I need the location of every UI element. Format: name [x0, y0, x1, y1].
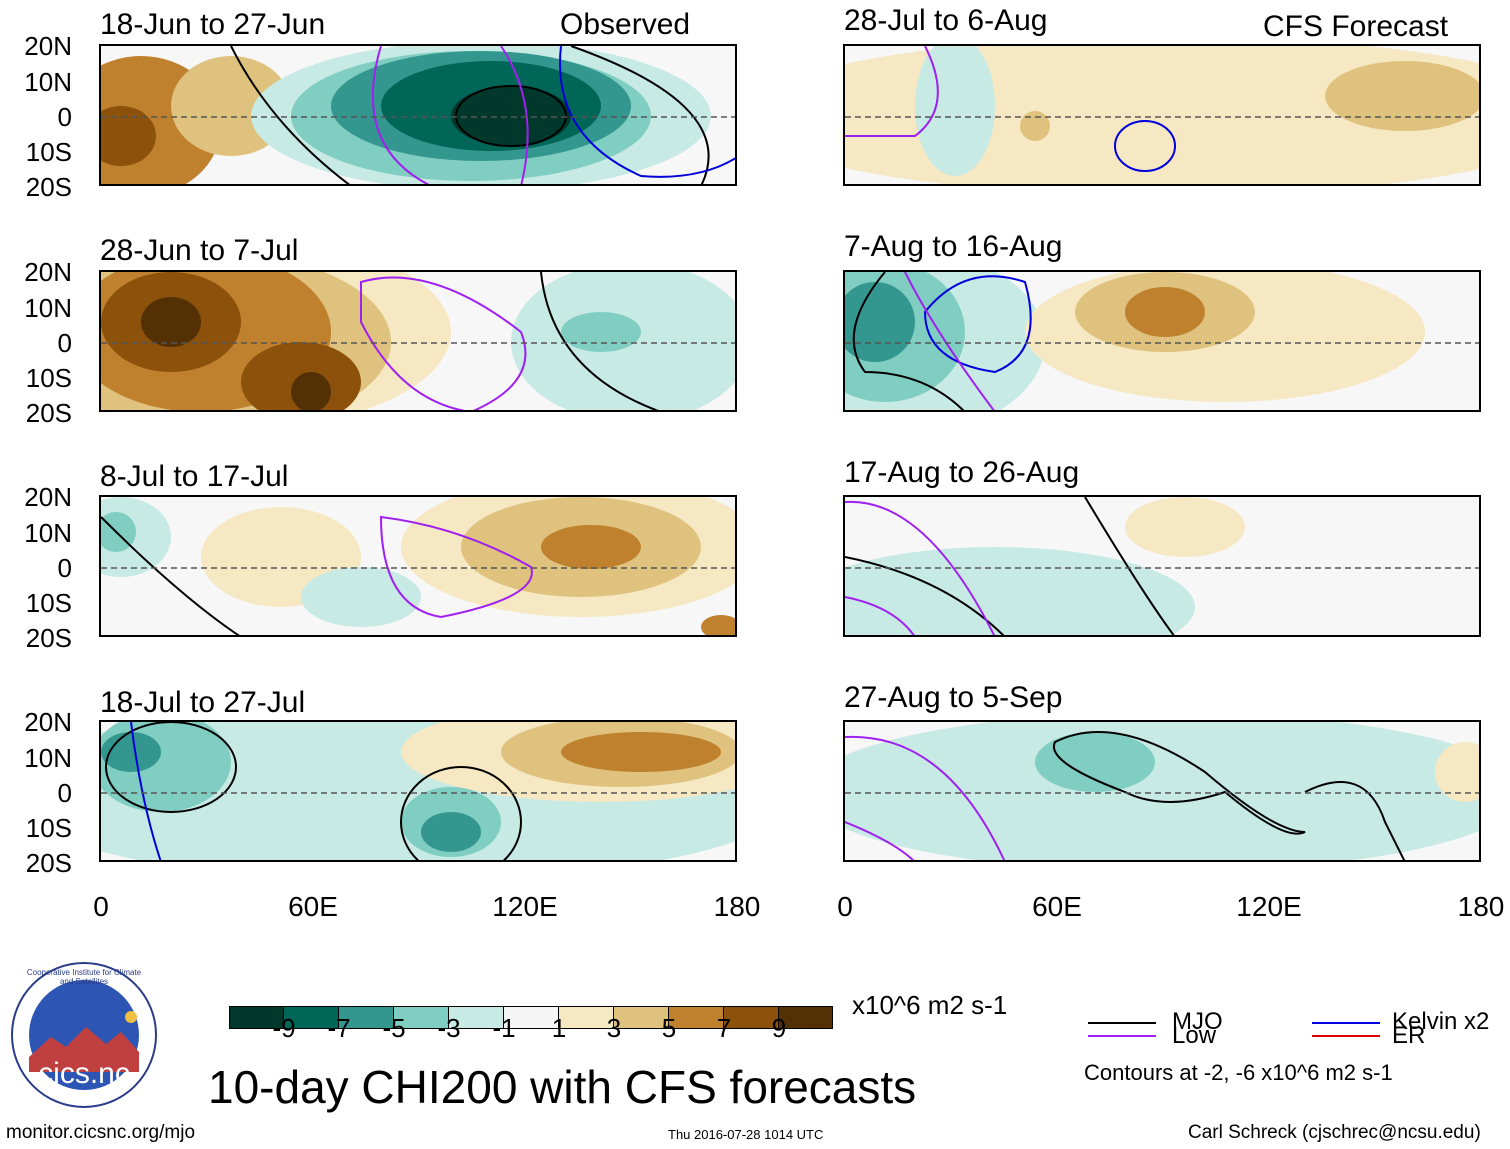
colorbar-swatch [339, 1006, 394, 1029]
colorbar-label: -7 [327, 1013, 351, 1043]
y-label: 0 [57, 553, 72, 583]
panel-title: 27-Aug to 5-Sep [844, 681, 1063, 714]
panel-title: 17-Aug to 26-Aug [844, 456, 1080, 489]
map-shading [101, 46, 735, 184]
map-shading [845, 497, 1479, 635]
colorbar-label: 1 [551, 1013, 567, 1043]
footer-author: Carl Schreck (cjschrec@ncsu.edu) [1188, 1122, 1481, 1143]
logo-text: cics.nc [38, 1057, 130, 1090]
panel-title: 18-Jul to 27-Jul [100, 686, 306, 719]
y-label: 20N [24, 257, 72, 287]
x-label: 120E [492, 891, 558, 922]
colorbar-swatch [559, 1006, 614, 1029]
legend-kelvin-label: Kelvin x2 [1392, 1008, 1490, 1035]
observed-label: Observed [560, 8, 691, 41]
colorbar-label: -9 [272, 1013, 296, 1043]
footer-url: monitor.cicsnc.org/mjo [6, 1122, 196, 1143]
x-label: 180 [1457, 891, 1505, 922]
map-area [99, 720, 737, 862]
colorbar-swatch [779, 1006, 833, 1029]
colorbar-swatch [669, 1006, 724, 1029]
y-label: 0 [57, 328, 72, 358]
forecast-label: CFS Forecast [1263, 10, 1449, 43]
map-area [843, 270, 1481, 412]
y-label: 10S [25, 137, 72, 167]
legend-er-line [1312, 1035, 1380, 1037]
colorbar-label: 5 [661, 1013, 677, 1043]
x-label: 0 [837, 891, 853, 922]
map-area [99, 495, 737, 637]
y-label: 0 [57, 778, 72, 808]
colorbar-label: 7 [716, 1013, 732, 1043]
y-label: 20N [24, 482, 72, 512]
colorbar-border [229, 1006, 833, 1029]
colorbar-swatch [724, 1006, 779, 1029]
colorbar-swatch [614, 1006, 669, 1029]
legend-er-label: ER [1392, 1022, 1426, 1049]
colorbar-label: 3 [606, 1013, 622, 1043]
y-label: 20S [25, 398, 72, 428]
legend-kelvin-line [1312, 1022, 1380, 1024]
y-label: 10S [25, 588, 72, 618]
logo-ring-text: Cooperative Institute for Climate and Sa… [26, 968, 142, 986]
x-label: 60E [288, 891, 338, 922]
y-label: 20N [24, 31, 72, 61]
x-label: 0 [93, 891, 109, 922]
colorbar-swatch [504, 1006, 559, 1029]
x-label: 180 [713, 891, 761, 922]
panel-title: 28-Jun to 7-Jul [100, 234, 299, 267]
map-shading [845, 722, 1479, 860]
colorbar-swatch [284, 1006, 339, 1029]
colorbar-swatch [449, 1006, 504, 1029]
panel-title: 18-Jun to 27-Jun [100, 8, 326, 41]
y-label: 10N [24, 67, 72, 97]
logo-icon [11, 962, 157, 1108]
legend-mjo-label: MJO [1172, 1008, 1223, 1035]
colorbar-label: -3 [437, 1013, 461, 1043]
colorbar-label: -1 [492, 1013, 516, 1043]
legend-mjo-line [1088, 1022, 1156, 1024]
y-label: 10N [24, 743, 72, 773]
y-label: 10S [25, 813, 72, 843]
panel-title: 7-Aug to 16-Aug [844, 230, 1063, 263]
map-area [99, 44, 737, 186]
panel-title: 28-Jul to 6-Aug [844, 4, 1048, 37]
map-shading [101, 272, 735, 410]
legend-low-line [1088, 1035, 1156, 1037]
y-label: 20N [24, 707, 72, 737]
y-label: 10S [25, 363, 72, 393]
colorbar [229, 1006, 833, 1029]
panel-title: 8-Jul to 17-Jul [100, 460, 289, 493]
y-label: 20S [25, 623, 72, 653]
contours-note: Contours at -2, -6 x10^6 m2 s-1 [1084, 1060, 1393, 1085]
footer-timestamp: Thu 2016-07-28 1014 UTC [668, 1127, 824, 1142]
colorbar-label: -5 [382, 1013, 406, 1043]
y-label: 10N [24, 518, 72, 548]
map-shading [101, 722, 735, 860]
map-area [843, 44, 1481, 186]
y-label: 10N [24, 293, 72, 323]
y-label: 20S [25, 848, 72, 878]
map-area [843, 720, 1481, 862]
colorbar-swatch [229, 1006, 284, 1029]
map-shading [101, 497, 735, 635]
main-title: 10-day CHI200 with CFS forecasts [208, 1061, 917, 1113]
x-label: 120E [1236, 891, 1302, 922]
colorbar-units: x10^6 m2 s-1 [852, 990, 1008, 1020]
cics-logo: cics.nc Cooperative Institute for Climat… [11, 962, 157, 1108]
map-area [99, 270, 737, 412]
map-area [843, 495, 1481, 637]
map-shading [845, 272, 1479, 410]
colorbar-label: 9 [771, 1013, 787, 1043]
colorbar-swatch [394, 1006, 449, 1029]
legend-low-label: Low [1172, 1022, 1217, 1049]
y-label: 20S [25, 172, 72, 202]
y-label: 0 [57, 102, 72, 132]
map-shading [845, 46, 1479, 184]
x-label: 60E [1032, 891, 1082, 922]
